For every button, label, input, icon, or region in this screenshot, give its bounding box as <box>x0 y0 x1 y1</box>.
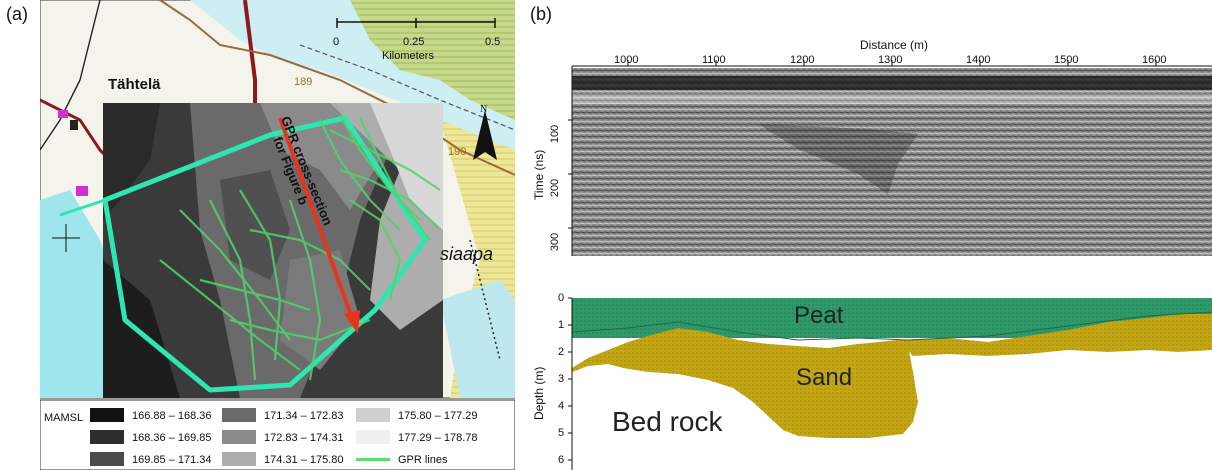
building <box>70 120 78 130</box>
gpr-x-axis-label: Distance (m) <box>860 38 929 52</box>
place-name: Tähtelä <box>108 76 161 93</box>
legend-swatch-4 <box>222 408 256 422</box>
building <box>58 110 68 118</box>
gpr-y-tick-300: 300 <box>549 233 561 251</box>
gpr-y-tick-100: 100 <box>549 125 561 143</box>
scale-unit: Kilometers <box>382 50 434 62</box>
radargram-trough <box>758 124 918 194</box>
peat-sand-boundary <box>571 311 1212 341</box>
legend-range-2: 168.36 – 169.85 <box>132 432 212 444</box>
panel-b-label: (b) <box>530 4 552 24</box>
building <box>76 186 88 196</box>
gpr-x-tick-1400: 1400 <box>966 54 991 66</box>
legend-range-5: 172.83 – 174.31 <box>264 432 344 444</box>
legend-gpr-line-swatch <box>356 458 390 461</box>
profile-y-tick-0: 0 <box>558 292 565 304</box>
survey-boundary-extension <box>59 198 106 217</box>
radargram-image <box>572 68 1212 256</box>
gpr-x-tick-1300: 1300 <box>878 54 903 66</box>
scale-tick-025: 0.25 <box>403 36 425 48</box>
gpr-y-ticks <box>568 119 572 229</box>
black-road <box>40 0 101 151</box>
legend-range-4: 171.34 – 172.83 <box>264 410 344 422</box>
radargram-reflector <box>572 94 1212 104</box>
map-panel <box>40 0 515 470</box>
legend-swatch-8 <box>356 430 390 444</box>
profile-y-tick-5: 5 <box>558 427 565 439</box>
layer-label-bedrock: Bed rock <box>612 406 723 437</box>
legend-gpr-lines-label: GPR lines <box>398 454 448 466</box>
scale-tick-0: 0 <box>333 36 340 48</box>
gpr-y-tick-300-text: 300 <box>549 232 562 252</box>
gpr-x-tick-1600: 1600 <box>1142 54 1167 66</box>
legend-swatch-3 <box>90 452 124 466</box>
crosshair-icon <box>52 224 80 252</box>
road-number-190: 190 <box>448 146 467 158</box>
legend-range-7: 175.80 – 177.29 <box>398 410 478 422</box>
sand-band-right <box>898 314 1212 356</box>
profile-y-tick-6: 6 <box>558 454 565 466</box>
north-label: N <box>480 104 488 115</box>
legend-swatch-1 <box>90 408 124 422</box>
legend-range-8: 177.29 – 178.78 <box>398 432 478 444</box>
gpr-x-tick-1200: 1200 <box>790 54 815 66</box>
dashed-road <box>299 44 515 131</box>
gpr-y-axis-label: Time (ns) <box>532 149 546 200</box>
cyan-bank <box>440 280 515 398</box>
legend-range-3: 169.85 – 171.34 <box>132 454 212 466</box>
gpr-arrow-head <box>344 310 360 334</box>
legend-range-6: 174.31 – 175.80 <box>264 454 344 466</box>
profile-y-tick-1: 1 <box>558 319 565 331</box>
gpr-lines <box>159 114 441 381</box>
north-arrow-icon <box>473 110 497 160</box>
radargram-top-band <box>572 76 1212 90</box>
profile-y-tick-2: 2 <box>558 346 565 358</box>
road-number-189: 189 <box>294 76 313 88</box>
forest-area <box>350 0 515 120</box>
legend-range-1: 166.88 – 168.36 <box>132 410 212 422</box>
legend-swatch-2 <box>90 430 124 444</box>
gpr-x-tick-1100: 1100 <box>702 54 726 66</box>
lake <box>40 190 120 398</box>
secondary-road <box>159 0 515 176</box>
sand-layer <box>572 328 918 438</box>
main-road <box>243 0 257 120</box>
legend-swatch-6 <box>222 452 256 466</box>
profile-y-tick-3: 3 <box>558 373 565 385</box>
survey-boundary <box>102 115 428 393</box>
layer-label-peat: Peat <box>794 302 844 329</box>
panel-a-label: (a) <box>6 4 28 24</box>
layer-label-sand: Sand <box>796 364 853 391</box>
region-label: siaapa <box>440 244 494 264</box>
gpr-x-tick-1500: 1500 <box>1054 54 1079 66</box>
profile-y-ticks <box>568 297 572 461</box>
gpr-x-tick-1000: 1000 <box>614 54 639 66</box>
gpr-y-tick-200: 200 <box>549 179 561 197</box>
profile-y-tick-4: 4 <box>558 400 565 412</box>
stratigraphy-profile <box>568 297 1212 470</box>
scale-tick-05: 0.5 <box>485 36 501 48</box>
gpr-radargram <box>568 60 1212 256</box>
gpr-y-tick-200-text: 200 <box>549 178 562 198</box>
scale-bar <box>336 18 496 28</box>
dotted-path <box>469 239 501 361</box>
legend-title: MAMSL <box>44 412 84 424</box>
gpr-cross-section-arrow <box>278 117 354 319</box>
profile-y-axis-label: Depth (m) <box>532 366 546 420</box>
gpr-x-ticks <box>627 60 1157 66</box>
legend-swatch-7 <box>356 408 390 422</box>
legend-swatch-5 <box>222 430 256 444</box>
gpr-y-tick-100-text: 100 <box>549 124 562 144</box>
